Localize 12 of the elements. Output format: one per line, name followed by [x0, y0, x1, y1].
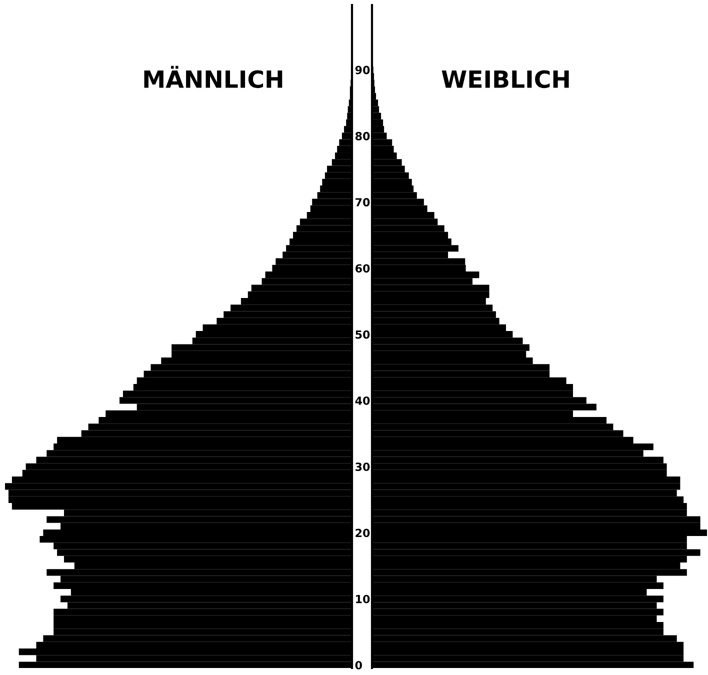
y-tick-label: 40	[355, 396, 370, 405]
y-tick-label: 0	[355, 661, 362, 670]
y-tick-label: 50	[356, 330, 370, 339]
y-tick-label: 10	[356, 594, 370, 604]
y-tick-label: 60	[355, 264, 370, 273]
y-tick-label: 80	[355, 132, 370, 140]
y-tick-label: 90	[355, 66, 370, 74]
y-tick-label: 70	[356, 198, 370, 206]
text: WEIBLICH	[442, 70, 569, 88]
y-tick-label: 20	[356, 528, 370, 538]
text: MÄNNLICH	[144, 66, 282, 88]
y-tick-label: 30	[356, 462, 370, 471]
